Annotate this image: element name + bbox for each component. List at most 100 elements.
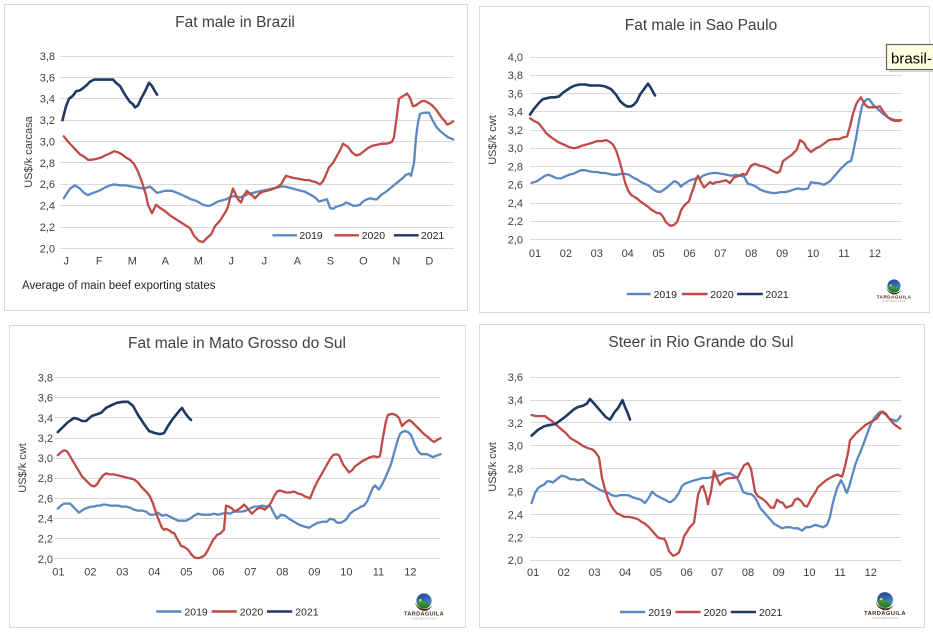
svg-text:3,6: 3,6	[508, 372, 523, 384]
svg-text:3,0: 3,0	[508, 143, 523, 155]
svg-text:2,6: 2,6	[508, 487, 523, 499]
svg-text:11: 11	[838, 248, 849, 260]
svg-text:US$/k carcasa: US$/k carcasa	[23, 115, 35, 187]
svg-text:2,6: 2,6	[508, 180, 523, 192]
svg-text:2019: 2019	[184, 606, 208, 618]
svg-text:J: J	[64, 256, 70, 268]
svg-text:3,2: 3,2	[38, 433, 53, 445]
svg-text:04: 04	[148, 567, 160, 579]
svg-text:2,0: 2,0	[38, 554, 53, 566]
svg-text:04: 04	[619, 567, 631, 579]
svg-text:10: 10	[340, 567, 352, 579]
svg-text:07: 07	[714, 248, 726, 260]
svg-text:3,8: 3,8	[38, 372, 53, 384]
svg-text:2019: 2019	[648, 607, 672, 619]
svg-text:S: S	[327, 256, 334, 268]
svg-text:2,8: 2,8	[508, 161, 523, 173]
svg-text:2019: 2019	[299, 230, 323, 242]
svg-text:3,6: 3,6	[38, 393, 53, 405]
svg-text:2,4: 2,4	[38, 514, 53, 526]
svg-text:11: 11	[834, 567, 845, 579]
svg-text:2020: 2020	[704, 607, 728, 619]
svg-text:10: 10	[803, 567, 815, 579]
svg-text:2,4: 2,4	[40, 201, 55, 213]
svg-text:F: F	[96, 256, 103, 268]
svg-text:3,2: 3,2	[508, 418, 523, 430]
svg-text:2,2: 2,2	[508, 216, 523, 228]
svg-text:3,4: 3,4	[508, 107, 523, 119]
svg-text:01: 01	[52, 567, 64, 579]
svg-text:A: A	[294, 256, 302, 268]
svg-text:2021: 2021	[421, 230, 445, 242]
svg-text:05: 05	[652, 248, 664, 260]
svg-text:US$/k cwt: US$/k cwt	[487, 442, 499, 492]
svg-text:2020: 2020	[710, 289, 734, 301]
svg-text:02: 02	[558, 567, 570, 579]
svg-text:Fat male in Mato Grosso do Sul: Fat male in Mato Grosso do Sul	[128, 335, 346, 352]
svg-text:J: J	[229, 256, 235, 268]
svg-text:01: 01	[527, 567, 539, 579]
svg-text:3,6: 3,6	[508, 89, 523, 101]
svg-text:US$/k cwt: US$/k cwt	[487, 115, 499, 165]
svg-text:12: 12	[869, 248, 881, 260]
svg-text:2,6: 2,6	[38, 493, 53, 505]
svg-text:06: 06	[680, 567, 692, 579]
svg-text:J: J	[262, 256, 268, 268]
svg-text:03: 03	[116, 567, 128, 579]
svg-text:3,2: 3,2	[508, 125, 523, 137]
svg-text:2,4: 2,4	[508, 509, 523, 521]
svg-text:2,4: 2,4	[508, 198, 523, 210]
svg-text:3,8: 3,8	[40, 51, 55, 63]
svg-text:2,2: 2,2	[40, 222, 55, 234]
svg-text:3,4: 3,4	[508, 395, 523, 407]
svg-text:3,4: 3,4	[38, 413, 53, 425]
svg-text:3,2: 3,2	[40, 115, 55, 127]
svg-text:2,0: 2,0	[40, 243, 55, 255]
svg-text:3,0: 3,0	[40, 136, 55, 148]
svg-text:08: 08	[745, 248, 757, 260]
svg-text:3,0: 3,0	[508, 441, 523, 453]
svg-text:2019: 2019	[654, 289, 678, 301]
svg-text:4,0: 4,0	[508, 52, 523, 64]
svg-text:04: 04	[622, 248, 634, 260]
svg-text:03: 03	[591, 248, 603, 260]
svg-text:07: 07	[711, 567, 723, 579]
svg-text:M: M	[128, 256, 137, 268]
svg-text:09: 09	[773, 567, 785, 579]
svg-text:2020: 2020	[240, 606, 264, 618]
svg-text:05: 05	[180, 567, 192, 579]
svg-text:06: 06	[683, 248, 695, 260]
svg-text:Fat male in Brazil: Fat male in Brazil	[175, 14, 295, 31]
svg-text:10: 10	[807, 248, 819, 260]
svg-text:brasil-me: brasil-me	[891, 51, 933, 68]
svg-text:Steer in Rio Grande do Sul: Steer in Rio Grande do Sul	[608, 334, 793, 351]
svg-text:01: 01	[529, 248, 541, 260]
svg-text:2021: 2021	[295, 606, 319, 618]
svg-text:12: 12	[865, 567, 877, 579]
svg-text:07: 07	[244, 567, 256, 579]
svg-text:2,2: 2,2	[508, 532, 523, 544]
svg-text:M: M	[194, 256, 203, 268]
svg-text:2,6: 2,6	[40, 179, 55, 191]
svg-text:Fat male in Sao Paulo: Fat male in Sao Paulo	[625, 17, 778, 34]
svg-text:2,2: 2,2	[38, 534, 53, 546]
svg-text:2020: 2020	[362, 230, 386, 242]
svg-text:2,8: 2,8	[40, 158, 55, 170]
svg-text:D: D	[425, 256, 433, 268]
svg-text:08: 08	[742, 567, 754, 579]
svg-text:3,0: 3,0	[38, 453, 53, 465]
svg-text:05: 05	[650, 567, 662, 579]
svg-text:O: O	[359, 256, 368, 268]
svg-text:2,0: 2,0	[508, 234, 523, 246]
svg-text:N: N	[392, 256, 400, 268]
svg-text:11: 11	[373, 567, 384, 579]
svg-text:Average of main beef exporting: Average of main beef exporting states	[22, 280, 216, 292]
svg-text:08: 08	[276, 567, 288, 579]
svg-text:US$/k cwt: US$/k cwt	[17, 443, 29, 493]
svg-text:2,0: 2,0	[508, 555, 523, 567]
svg-text:06: 06	[212, 567, 224, 579]
svg-text:2021: 2021	[759, 607, 783, 619]
svg-text:03: 03	[588, 567, 600, 579]
svg-text:3,8: 3,8	[508, 70, 523, 82]
svg-text:02: 02	[84, 567, 96, 579]
